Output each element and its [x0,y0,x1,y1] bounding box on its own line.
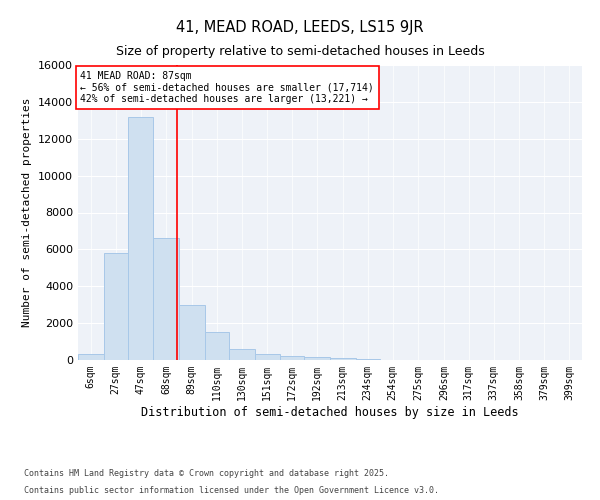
Bar [330,358,356,360]
Bar [205,332,229,360]
Text: Contains public sector information licensed under the Open Government Licence v3: Contains public sector information licen… [24,486,439,495]
Bar [128,116,154,360]
Bar [179,304,205,360]
Bar [154,238,179,360]
Text: Size of property relative to semi-detached houses in Leeds: Size of property relative to semi-detach… [116,45,484,58]
Bar [104,253,128,360]
Text: Contains HM Land Registry data © Crown copyright and database right 2025.: Contains HM Land Registry data © Crown c… [24,468,389,477]
X-axis label: Distribution of semi-detached houses by size in Leeds: Distribution of semi-detached houses by … [141,406,519,418]
Bar [356,359,380,360]
Text: 41, MEAD ROAD, LEEDS, LS15 9JR: 41, MEAD ROAD, LEEDS, LS15 9JR [176,20,424,35]
Bar [280,356,304,360]
Text: 41 MEAD ROAD: 87sqm
← 56% of semi-detached houses are smaller (17,714)
42% of se: 41 MEAD ROAD: 87sqm ← 56% of semi-detach… [80,71,374,104]
Bar [78,354,104,360]
Bar [304,357,330,360]
Bar [254,354,280,360]
Bar [229,349,254,360]
Y-axis label: Number of semi-detached properties: Number of semi-detached properties [22,98,32,327]
